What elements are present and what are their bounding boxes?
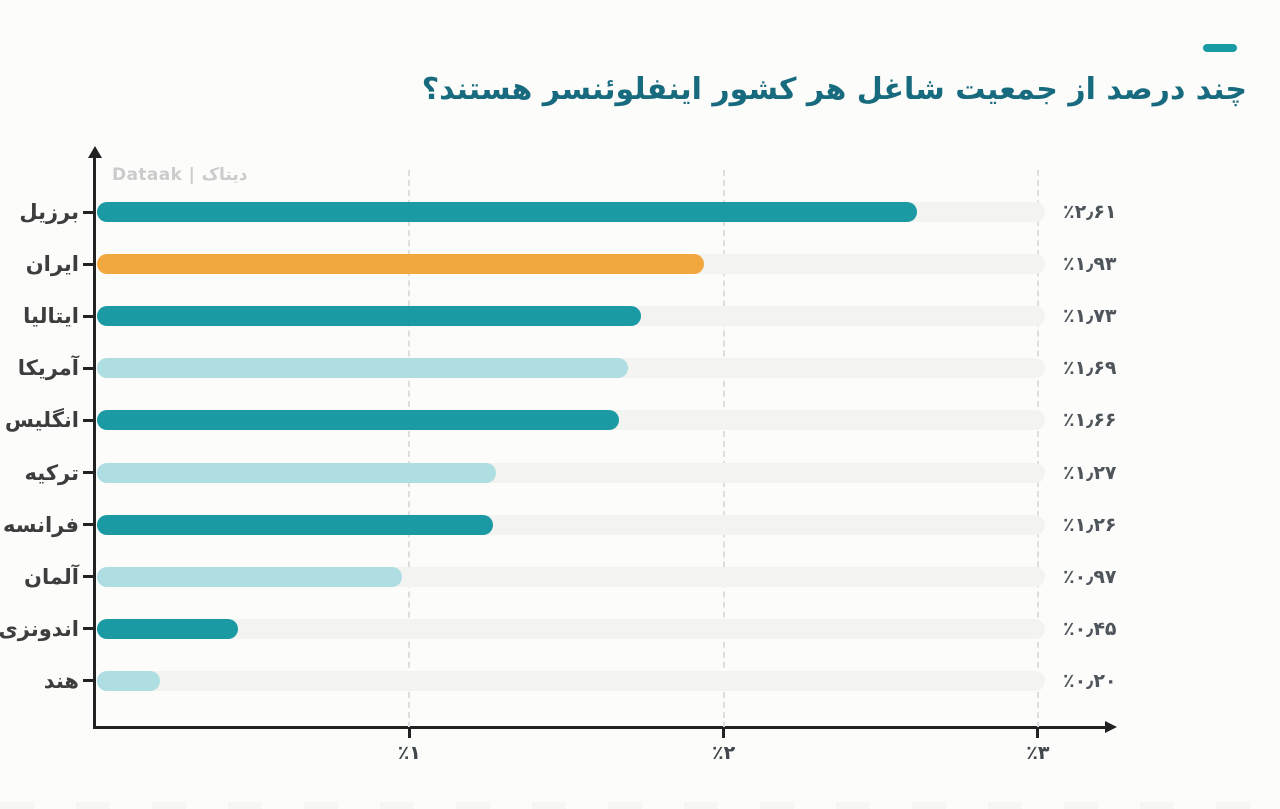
bar-track: [97, 670, 1045, 691]
cropped-next-section: [0, 802, 1280, 809]
category-label: آمریکا: [17, 356, 79, 381]
category-label: ایران: [25, 252, 79, 277]
y-axis-tick: [83, 523, 94, 527]
category-label: هند: [43, 668, 79, 693]
gridline-1-percent: [408, 170, 411, 728]
value-label: ٪۱٫۶۹: [1063, 357, 1117, 380]
dataak-watermark: Dataak | دیتاک: [112, 165, 248, 185]
category-label: فرانسه: [2, 512, 79, 537]
bar-1: [97, 254, 704, 275]
value-label: ٪۱٫۲۷: [1063, 461, 1117, 484]
bar-4: [97, 410, 619, 431]
value-label: ٪۰٫۹۷: [1063, 565, 1117, 588]
value-label: ٪۰٫۲۰: [1063, 669, 1117, 692]
category-label: ترکیه: [24, 460, 79, 485]
x-axis-arrow-icon: [1105, 721, 1117, 733]
y-axis-line: [93, 156, 96, 728]
x-axis-tick: [1036, 727, 1040, 738]
x-axis-line: [93, 726, 1106, 729]
value-label: ٪۱٫۶۶: [1063, 409, 1117, 432]
y-axis-tick: [83, 262, 94, 266]
value-label: ٪۰٫۴۵: [1063, 617, 1117, 640]
category-label: آلمان: [24, 564, 79, 589]
bar-track: [97, 618, 1045, 639]
y-axis-tick: [83, 314, 94, 318]
x-axis-tick: [407, 727, 411, 738]
value-label: ٪۲٫۶۱: [1063, 201, 1117, 223]
y-axis-tick: [83, 679, 94, 683]
bar-9: [97, 670, 160, 691]
value-label: ٪۱٫۹۳: [1063, 253, 1117, 276]
y-axis-tick: [83, 575, 94, 579]
y-axis-tick: [83, 471, 94, 474]
bar-2: [97, 306, 641, 327]
category-label: اندونزی: [0, 616, 79, 641]
bar-3: [97, 358, 629, 379]
value-label: ٪۱٫۲۶: [1063, 513, 1117, 536]
gridline-2-percent: [722, 170, 725, 728]
x-tick-label: ٪۲: [711, 742, 736, 764]
y-axis-arrow-icon: [88, 146, 102, 158]
bar-8: [97, 618, 239, 639]
bar-6: [97, 514, 494, 535]
x-tick-label: ٪۳: [1026, 742, 1050, 764]
category-label: برزیل: [19, 200, 79, 224]
bar-5: [97, 462, 497, 483]
y-axis-tick: [83, 210, 94, 214]
x-tick-label: ٪۱: [397, 742, 421, 764]
value-label: ٪۱٫۷۳: [1063, 305, 1117, 328]
x-axis-tick: [722, 727, 726, 738]
y-axis-tick: [83, 627, 94, 631]
bar-0: [97, 202, 918, 222]
y-axis-tick: [83, 366, 94, 370]
bar-7: [97, 566, 402, 587]
title-accent-dash: [1203, 44, 1237, 52]
chart-title: چند درصد از جمعیت شاغل هر کشور اینفلوئنس…: [421, 72, 1247, 107]
y-axis-tick: [83, 418, 94, 422]
category-label: انگلیس: [4, 408, 79, 433]
gridline-3-percent: [1036, 170, 1039, 728]
category-label: ایتالیا: [23, 304, 79, 329]
